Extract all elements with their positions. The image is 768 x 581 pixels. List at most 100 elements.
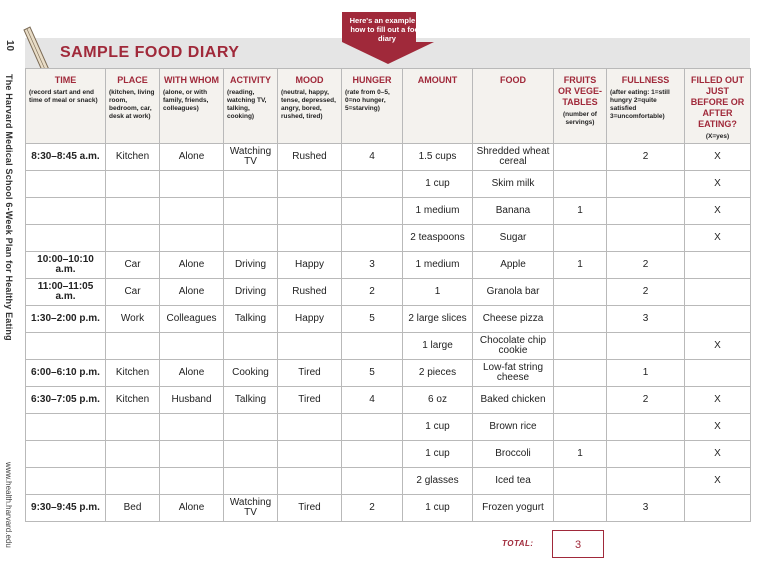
table-cell: Tired [277, 494, 342, 522]
table-cell [341, 170, 403, 198]
table-cell [25, 224, 106, 252]
header-row: TIME (record start and end time of meal o… [25, 68, 751, 144]
table-cell: Low-fat string cheese [472, 359, 554, 387]
table-cell [223, 170, 278, 198]
table-cell [606, 170, 685, 198]
table-cell: 2 [606, 143, 685, 171]
table-row: 10:00–10:10 a.m. Car Alone Driving Happy 3 1 m… [25, 251, 751, 279]
table-cell: Brown rice [472, 413, 554, 441]
diary-body: 8:30–8:45 a.m. Kitchen Alone Watching TV Rus… [25, 143, 751, 522]
table-cell [105, 224, 160, 252]
table-cell: 11:00–11:05 a.m. [25, 278, 106, 306]
table-cell: X [684, 143, 751, 171]
table-cell: Frozen yogurt [472, 494, 554, 522]
table-cell [606, 332, 685, 360]
table-cell [606, 413, 685, 441]
table-cell [105, 332, 160, 360]
page-number: 10 [4, 40, 15, 52]
table-cell: Alone [159, 251, 224, 279]
table-cell: Alone [159, 143, 224, 171]
column-header: FOOD [472, 68, 554, 144]
table-cell [684, 359, 751, 387]
table-cell [606, 224, 685, 252]
table-cell: Talking [223, 305, 278, 333]
table-cell: 1 [553, 251, 607, 279]
column-header: WITH WHOM (alone, or with family, friends… [159, 68, 224, 144]
column-hint: (X=yes) [705, 133, 730, 140]
table-cell: Chocolate chip cookie [472, 332, 554, 360]
table-cell: 6 oz [402, 386, 473, 414]
table-cell [159, 467, 224, 495]
table-row: 6:00–6:10 p.m. Kitchen Alone Cooking Tired 5 2… [25, 359, 751, 387]
table-cell: Bed [105, 494, 160, 522]
table-row: 11:00–11:05 a.m. Car Alone Driving Rushed 2 1 G… [25, 278, 751, 306]
table-cell: 1 [606, 359, 685, 387]
table-row: 9:30–9:45 p.m. Bed Alone Watching TV Tired 2 1… [25, 494, 751, 522]
table-cell [606, 467, 685, 495]
table-cell: Alone [159, 278, 224, 306]
book-title: The Harvard Medical School 6-Week Plan f… [4, 74, 14, 341]
table-cell [553, 494, 607, 522]
column-hint: (rate from 0–5, 0=no hunger, 5=starving) [345, 89, 390, 112]
table-row: 6:30–7:05 p.m. Kitchen Husband Talking Tired… [25, 386, 751, 414]
table-cell [25, 467, 106, 495]
table-cell: 2 [341, 278, 403, 306]
table-cell: Happy [277, 305, 342, 333]
table-cell: Tired [277, 359, 342, 387]
table-cell: Alone [159, 494, 224, 522]
table-cell [553, 278, 607, 306]
table-cell: 4 [341, 143, 403, 171]
table-cell: X [684, 440, 751, 468]
table-cell [25, 170, 106, 198]
column-header: FRUITS OR VEGE-TABLES (number of servings… [553, 68, 607, 144]
table-cell: 5 [341, 305, 403, 333]
column-header: FILLED OUT JUST BEFORE OR AFTER EATING? (… [684, 68, 751, 144]
table-cell [277, 467, 342, 495]
table-row: 1 cup Broccoli 1 X [25, 440, 751, 468]
table-cell [684, 305, 751, 333]
table-cell: Car [105, 251, 160, 279]
table-cell [159, 440, 224, 468]
column-hint: (record start and end time of meal or sn… [29, 89, 98, 104]
table-cell [341, 413, 403, 441]
table-cell: 2 [341, 494, 403, 522]
table-cell: 1 cup [402, 413, 473, 441]
table-cell: Happy [277, 251, 342, 279]
table-cell: 2 large slices [402, 305, 473, 333]
table-cell [341, 332, 403, 360]
table-cell [159, 332, 224, 360]
table-cell: Driving [223, 278, 278, 306]
table-cell: Alone [159, 359, 224, 387]
table-cell: 3 [606, 494, 685, 522]
table-cell: 2 teaspoons [402, 224, 473, 252]
table-cell [553, 386, 607, 414]
table-cell: X [684, 170, 751, 198]
table-cell [105, 467, 160, 495]
table-cell: Work [105, 305, 160, 333]
table-row: 1 medium Banana 1 X [25, 197, 751, 225]
table-cell: 2 [606, 278, 685, 306]
table-cell: 6:00–6:10 p.m. [25, 359, 106, 387]
column-label: FILLED OUT JUST BEFORE OR AFTER EATING? [690, 75, 745, 129]
table-cell [553, 143, 607, 171]
table-cell: Talking [223, 386, 278, 414]
table-cell: Car [105, 278, 160, 306]
table-cell [277, 413, 342, 441]
table-cell: Husband [159, 386, 224, 414]
table-cell: 6:30–7:05 p.m. [25, 386, 106, 414]
table-cell: Kitchen [105, 143, 160, 171]
table-row: 2 glasses Iced tea X [25, 467, 751, 495]
table-cell [553, 413, 607, 441]
column-label: FULLNESS [621, 75, 670, 85]
table-cell: X [684, 467, 751, 495]
table-cell: X [684, 197, 751, 225]
column-header: PLACE (kitchen, living room, bedroom, car… [105, 68, 160, 144]
table-row: 2 teaspoons Sugar X [25, 224, 751, 252]
table-cell [277, 197, 342, 225]
table-cell: X [684, 386, 751, 414]
column-header: AMOUNT [402, 68, 473, 144]
table-cell: Rushed [277, 278, 342, 306]
table-cell: 2 [606, 386, 685, 414]
column-header: FULLNESS (after eating: 1=still hungry 2=… [606, 68, 685, 144]
table-cell [159, 197, 224, 225]
